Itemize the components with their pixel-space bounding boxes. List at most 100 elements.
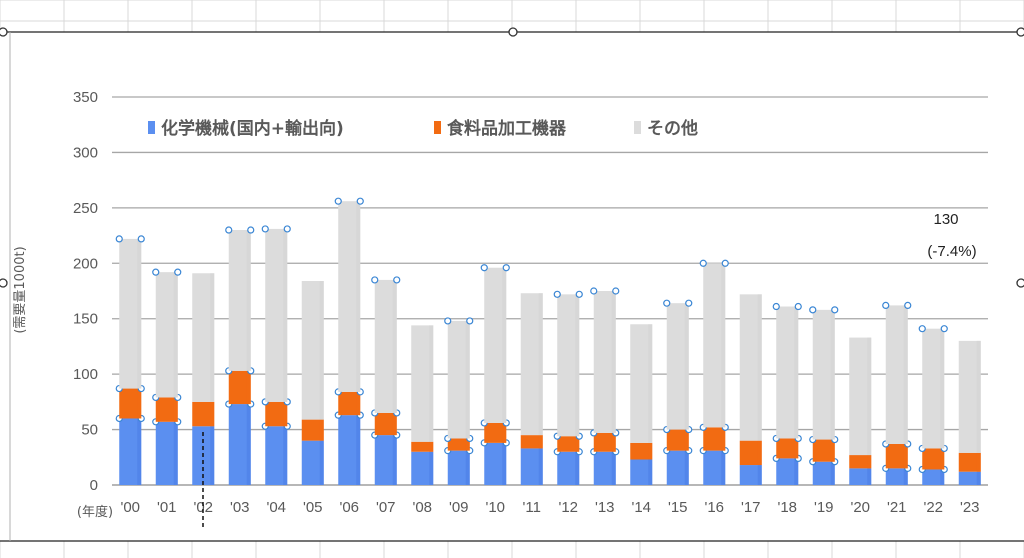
bar-segment-food[interactable] xyxy=(703,427,726,451)
selection-handle[interactable] xyxy=(393,276,401,284)
bar-segment-food[interactable] xyxy=(411,441,434,452)
selection-handle[interactable] xyxy=(480,264,488,272)
bar-stack[interactable] xyxy=(520,293,543,485)
bar-segment-food[interactable] xyxy=(155,397,178,422)
bar-segment-chemical[interactable] xyxy=(484,442,507,485)
bar-segment-other[interactable] xyxy=(958,340,981,453)
bar-segment-food[interactable] xyxy=(630,442,653,460)
selection-handle[interactable] xyxy=(831,306,839,314)
selection-handle[interactable] xyxy=(502,264,510,272)
resize-handle[interactable] xyxy=(508,27,518,37)
selection-handle[interactable] xyxy=(772,302,780,311)
bar-segment-other[interactable] xyxy=(265,228,288,402)
bar-segment-food[interactable] xyxy=(776,438,799,459)
bar-segment-chemical[interactable] xyxy=(776,458,799,485)
bar-segment-chemical[interactable] xyxy=(739,465,762,485)
bar-stack[interactable] xyxy=(958,340,981,485)
bar-segment-chemical[interactable] xyxy=(520,448,543,485)
bar-segment-other[interactable] xyxy=(776,306,799,439)
bar-segment-chemical[interactable] xyxy=(411,451,434,485)
bar-segment-food[interactable] xyxy=(958,452,981,472)
bar-segment-food[interactable] xyxy=(301,419,324,441)
selection-handle[interactable] xyxy=(918,325,926,333)
bar-segment-chemical[interactable] xyxy=(374,435,397,485)
bar-segment-chemical[interactable] xyxy=(703,450,726,485)
bar-stack[interactable] xyxy=(553,290,583,485)
selection-handle[interactable] xyxy=(466,317,474,325)
bar-segment-food[interactable] xyxy=(228,370,251,405)
bar-segment-chemical[interactable] xyxy=(885,468,908,485)
bar-segment-chemical[interactable] xyxy=(849,468,872,485)
selection-handle[interactable] xyxy=(137,235,145,243)
selection-handle[interactable] xyxy=(721,259,729,267)
bar-segment-other[interactable] xyxy=(849,337,872,456)
selection-handle[interactable] xyxy=(371,276,379,284)
bar-segment-food[interactable] xyxy=(922,448,945,470)
bar-segment-other[interactable] xyxy=(301,281,324,420)
bar-segment-other[interactable] xyxy=(922,328,945,449)
bar-segment-chemical[interactable] xyxy=(958,471,981,485)
selection-handle[interactable] xyxy=(685,299,693,307)
bar-stack[interactable] xyxy=(882,301,912,485)
bar-stack[interactable] xyxy=(699,259,729,485)
bar-segment-other[interactable] xyxy=(484,267,507,423)
bar-segment-chemical[interactable] xyxy=(557,451,580,485)
bar-segment-other[interactable] xyxy=(411,325,434,442)
bar-segment-food[interactable] xyxy=(520,435,543,449)
bar-segment-other[interactable] xyxy=(374,279,397,413)
bar-segment-chemical[interactable] xyxy=(265,426,288,485)
bar-stack[interactable] xyxy=(301,281,324,485)
bar-segment-chemical[interactable] xyxy=(630,459,653,485)
bar-segment-other[interactable] xyxy=(557,294,580,437)
bar-segment-other[interactable] xyxy=(119,238,142,389)
bar-stack[interactable] xyxy=(630,324,653,485)
bar-segment-food[interactable] xyxy=(739,440,762,466)
bar-stack[interactable] xyxy=(225,226,255,485)
chart-frame[interactable] xyxy=(0,27,1024,542)
bar-stack[interactable] xyxy=(849,337,872,485)
bar-segment-chemical[interactable] xyxy=(666,450,689,485)
selection-handle[interactable] xyxy=(794,302,802,311)
selection-handle[interactable] xyxy=(882,301,890,310)
bar-segment-food[interactable] xyxy=(849,455,872,469)
selection-handle[interactable] xyxy=(590,287,598,295)
bar-segment-other[interactable] xyxy=(338,201,361,392)
selection-handle[interactable] xyxy=(553,290,561,298)
resize-handle[interactable] xyxy=(1016,27,1024,37)
bar-stack[interactable] xyxy=(152,268,182,485)
bar-segment-food[interactable] xyxy=(447,438,470,451)
bar-stack[interactable] xyxy=(115,235,145,485)
bar-segment-food[interactable] xyxy=(885,443,908,469)
selection-handle[interactable] xyxy=(663,299,671,307)
selection-handle[interactable] xyxy=(699,259,707,267)
bar-segment-other[interactable] xyxy=(155,272,178,398)
selection-handle[interactable] xyxy=(225,226,233,234)
bar-segment-chemical[interactable] xyxy=(447,450,470,485)
bar-stack[interactable] xyxy=(261,225,291,485)
bar-segment-chemical[interactable] xyxy=(922,469,945,485)
bar-stack[interactable] xyxy=(809,306,839,485)
bar-segment-food[interactable] xyxy=(265,401,288,427)
bar-segment-other[interactable] xyxy=(885,305,908,444)
bar-segment-chemical[interactable] xyxy=(119,418,142,485)
bar-segment-other[interactable] xyxy=(520,293,543,436)
bar-segment-food[interactable] xyxy=(593,432,616,452)
bar-segment-food[interactable] xyxy=(192,401,215,427)
selection-handle[interactable] xyxy=(247,226,255,234)
bar-stack[interactable] xyxy=(772,302,802,485)
selection-handle[interactable] xyxy=(334,197,342,205)
bar-segment-other[interactable] xyxy=(812,309,835,440)
bar-stack[interactable] xyxy=(918,325,948,485)
bar-stack[interactable] xyxy=(371,276,401,485)
bar-segment-chemical[interactable] xyxy=(593,451,616,485)
bar-segment-chemical[interactable] xyxy=(228,404,251,485)
bar-segment-other[interactable] xyxy=(703,263,726,428)
bar-segment-chemical[interactable] xyxy=(812,461,835,485)
bar-segment-other[interactable] xyxy=(447,320,470,439)
bar-segment-chemical[interactable] xyxy=(338,415,361,485)
selection-handle[interactable] xyxy=(809,306,817,314)
bar-segment-chemical[interactable] xyxy=(155,421,178,485)
selection-handle[interactable] xyxy=(152,268,160,276)
resize-handle[interactable] xyxy=(0,27,8,37)
bar-segment-other[interactable] xyxy=(630,324,653,443)
